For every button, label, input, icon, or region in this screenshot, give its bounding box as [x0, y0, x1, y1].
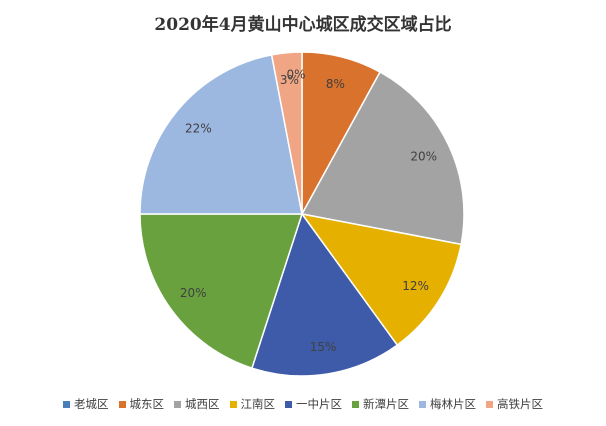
slice-label-7: 22%	[185, 121, 212, 135]
legend-label: 梅林片区	[430, 397, 476, 411]
slice-label-6: 20%	[180, 286, 207, 300]
legend-item-2: 城东区	[118, 396, 165, 412]
legend-swatch	[174, 400, 181, 408]
pie-slice-8	[270, 51, 303, 215]
legend-item-6: 新潭片区	[352, 396, 409, 412]
legend-swatch	[352, 400, 359, 408]
legend-swatch	[285, 400, 292, 408]
legend-label: 高铁片区	[497, 397, 543, 411]
slice-label-4: 12%	[402, 279, 429, 293]
pie-slice-7	[139, 53, 303, 215]
slice-label-3: 20%	[410, 150, 437, 164]
pie-slice-5	[250, 212, 399, 377]
pie-slice-6	[139, 213, 304, 370]
legend-swatch	[419, 400, 426, 408]
legend-item-4: 江南区	[229, 396, 276, 412]
legend-label: 城东区	[129, 397, 165, 411]
legend-item-7: 梅林片区	[419, 396, 476, 412]
pie-slice-3	[300, 71, 465, 246]
legend-swatch	[486, 400, 493, 408]
legend-swatch	[118, 400, 126, 408]
pie-slice-4	[300, 212, 463, 347]
slice-label-2: 8%	[326, 77, 345, 91]
legend-label: 新潭片区	[363, 397, 409, 411]
slice-label-1: 0%	[286, 68, 305, 82]
legend-swatch	[63, 400, 70, 408]
legend-label: 老城区	[74, 397, 109, 411]
legend-swatch	[229, 400, 237, 408]
legend-item-3: 城西区	[174, 396, 220, 412]
legend-label: 城西区	[185, 397, 220, 411]
legend-label: 一中片区	[296, 397, 342, 411]
legend-item-5: 一中片区	[285, 396, 342, 412]
chart-title: 2020年4月黄山中心城区成交区域占比	[154, 15, 452, 35]
legend-item-1: 老城区	[63, 396, 109, 412]
slice-label-5: 15%	[310, 340, 337, 354]
legend-item-8: 高铁片区	[486, 396, 543, 412]
chart-legend: 老城区 城东区 城西区 江南区 一中片区 新潭片区 梅林片区 高铁片区	[0, 396, 606, 412]
legend-label: 江南区	[240, 397, 276, 411]
slice-label-8: 3%	[280, 73, 299, 87]
